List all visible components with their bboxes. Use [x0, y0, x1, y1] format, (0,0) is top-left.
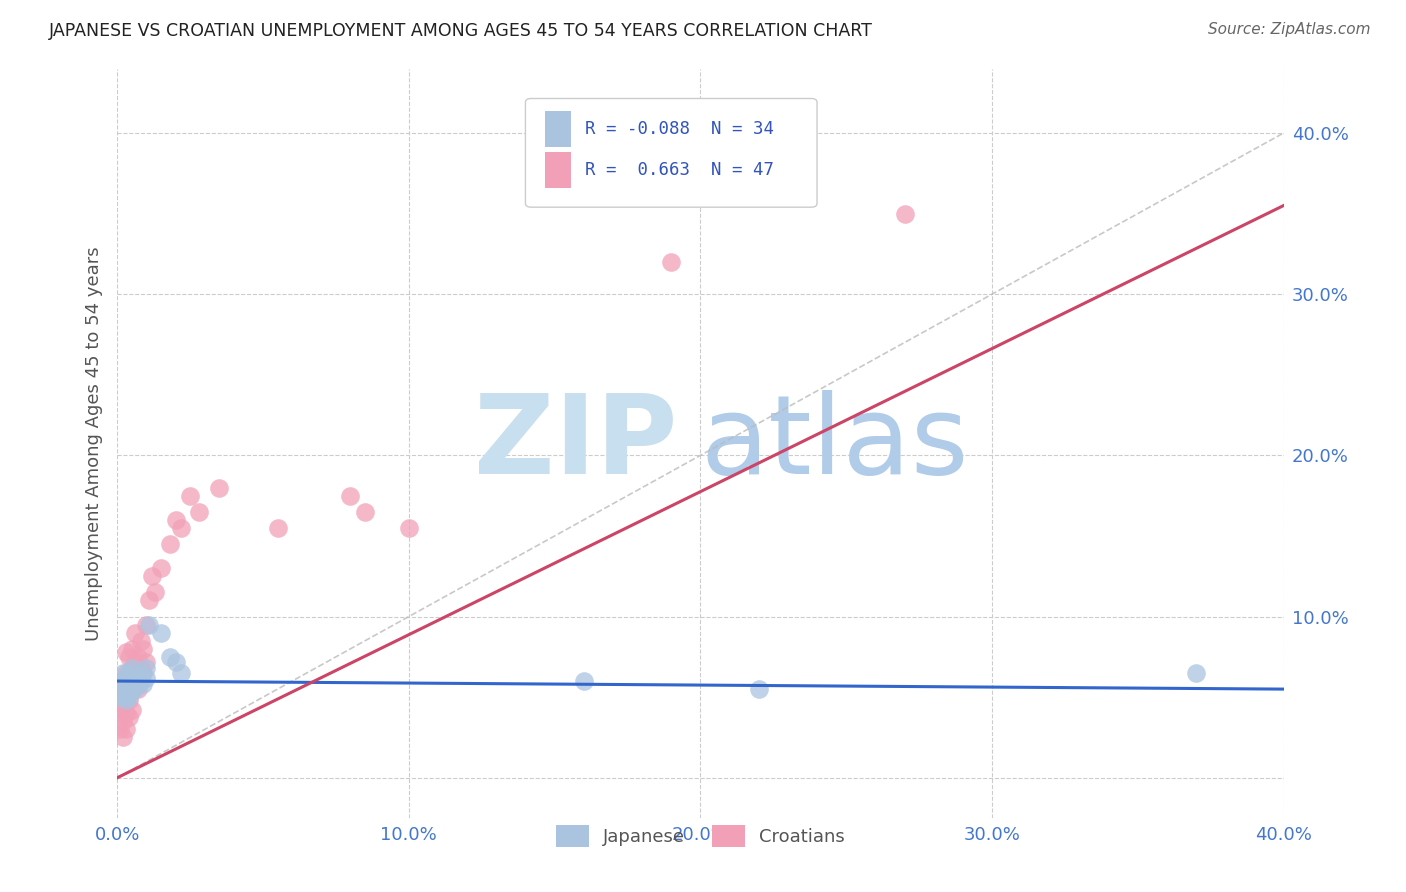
Point	[170, 521, 193, 535]
Point	[149, 625, 172, 640]
Point	[138, 617, 160, 632]
Point	[118, 709, 141, 723]
Point	[115, 723, 138, 737]
Point	[159, 537, 181, 551]
Text: atlas: atlas	[700, 390, 969, 497]
Point	[572, 674, 595, 689]
Point	[135, 655, 157, 669]
Point	[121, 703, 143, 717]
Point	[179, 489, 201, 503]
Text: JAPANESE VS CROATIAN UNEMPLOYMENT AMONG AGES 45 TO 54 YEARS CORRELATION CHART: JAPANESE VS CROATIAN UNEMPLOYMENT AMONG …	[49, 22, 873, 40]
Point	[398, 521, 420, 535]
Point	[132, 677, 155, 691]
Point	[127, 677, 149, 691]
Point	[354, 505, 377, 519]
Point	[170, 665, 193, 680]
Point	[108, 682, 131, 697]
FancyBboxPatch shape	[526, 98, 817, 207]
Legend: Japanese, Croatians: Japanese, Croatians	[548, 818, 852, 854]
Point	[187, 505, 209, 519]
Y-axis label: Unemployment Among Ages 45 to 54 years: Unemployment Among Ages 45 to 54 years	[86, 246, 103, 640]
Point	[339, 489, 361, 503]
Point	[141, 569, 163, 583]
Point	[1185, 665, 1208, 680]
Point	[121, 671, 143, 685]
Point	[108, 674, 131, 689]
Point	[132, 665, 155, 680]
Point	[115, 679, 138, 693]
Point	[115, 682, 138, 697]
Point	[124, 677, 146, 691]
Point	[121, 682, 143, 697]
Text: R = -0.088  N = 34: R = -0.088 N = 34	[585, 120, 773, 138]
Point	[118, 693, 141, 707]
Point	[111, 698, 134, 713]
Point	[159, 649, 181, 664]
Point	[135, 661, 157, 675]
Point	[129, 661, 152, 675]
Point	[129, 674, 152, 689]
Point	[124, 682, 146, 697]
Point	[135, 617, 157, 632]
FancyBboxPatch shape	[546, 112, 571, 147]
Point	[143, 585, 166, 599]
Point	[118, 649, 141, 664]
Point	[111, 682, 134, 697]
Point	[165, 513, 187, 527]
Point	[124, 674, 146, 689]
Point	[266, 521, 288, 535]
Point	[111, 677, 134, 691]
Point	[108, 690, 131, 705]
Point	[108, 706, 131, 721]
Point	[121, 661, 143, 675]
Point	[127, 682, 149, 697]
Point	[111, 665, 134, 680]
Point	[748, 682, 770, 697]
Point	[124, 625, 146, 640]
Point	[893, 206, 915, 220]
Point	[118, 674, 141, 689]
Point	[115, 693, 138, 707]
Point	[115, 645, 138, 659]
Point	[129, 665, 152, 680]
Point	[121, 682, 143, 697]
Point	[165, 655, 187, 669]
Point	[121, 661, 143, 675]
Point	[129, 633, 152, 648]
Point	[115, 706, 138, 721]
Point	[111, 714, 134, 729]
Point	[118, 674, 141, 689]
Point	[118, 690, 141, 705]
Point	[124, 655, 146, 669]
Point	[659, 255, 682, 269]
Point	[132, 641, 155, 656]
Point	[138, 593, 160, 607]
Point	[208, 481, 231, 495]
Point	[135, 671, 157, 685]
Point	[121, 677, 143, 691]
Text: ZIP: ZIP	[474, 390, 678, 497]
Point	[118, 682, 141, 697]
Point	[115, 687, 138, 701]
Point	[118, 665, 141, 680]
Point	[115, 671, 138, 685]
Point	[149, 561, 172, 575]
FancyBboxPatch shape	[546, 153, 571, 188]
Text: Source: ZipAtlas.com: Source: ZipAtlas.com	[1208, 22, 1371, 37]
Text: R =  0.663  N = 47: R = 0.663 N = 47	[585, 161, 773, 179]
Point	[121, 641, 143, 656]
Point	[115, 665, 138, 680]
Point	[127, 671, 149, 685]
Point	[108, 723, 131, 737]
Point	[127, 649, 149, 664]
Point	[111, 682, 134, 697]
Point	[111, 731, 134, 745]
